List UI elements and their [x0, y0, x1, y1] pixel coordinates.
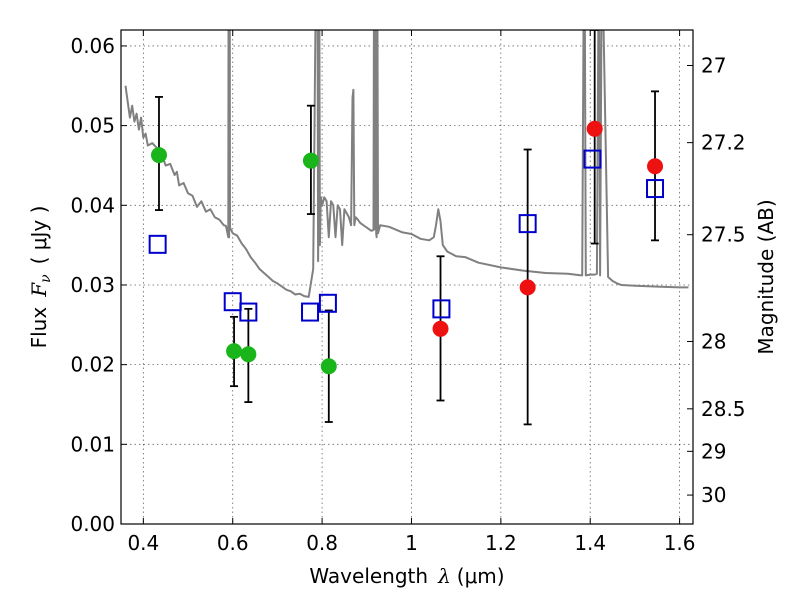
- template-spectrum-layer: [124, 30, 689, 298]
- model-square-blue: [301, 302, 320, 322]
- model-square-blue: [223, 292, 242, 312]
- y-tick-label: 0.00: [70, 512, 115, 536]
- y-axis-label-text: Flux: [27, 307, 51, 349]
- y-tick-label: 0.03: [70, 273, 115, 297]
- x-tick-label: 0.6: [217, 531, 249, 555]
- data-point-green: [240, 346, 257, 363]
- x-axis-label-unit: (μm): [457, 564, 505, 588]
- y-axis-label-subscript: ν: [38, 274, 54, 283]
- y-tick-label: 0.05: [70, 114, 115, 138]
- data-point-green: [302, 152, 319, 169]
- mag-tick-label: 27: [701, 54, 726, 78]
- data-point-red: [586, 120, 603, 137]
- model-square-blue: [583, 149, 602, 169]
- mag-tick-label: 30: [701, 483, 726, 507]
- plot-frame: [120, 29, 694, 525]
- y-tick-label: 0.04: [70, 193, 115, 217]
- y-tick-label: 0.01: [70, 432, 115, 456]
- x-tick-label: 0.4: [127, 531, 159, 555]
- x-axis-label: Wavelength λ (μm): [309, 564, 504, 588]
- mag-tick-label: 28.5: [701, 397, 746, 421]
- model-square-blue: [646, 179, 665, 199]
- x-tick-label: 1.2: [485, 531, 517, 555]
- x-tick-label: 1.6: [664, 531, 696, 555]
- mag-tick-label: 29: [701, 439, 726, 463]
- data-point-green: [226, 343, 243, 360]
- axis-ticks: 0.4 0.6 0.8 1 1.2 1.4 1.6 0.00 0.01 0.02 0.03 0.04 0…: [70, 30, 746, 555]
- data-point-green: [320, 358, 337, 375]
- x-tick-label: 1.4: [574, 531, 606, 555]
- y-tick-label: 0.06: [70, 34, 115, 58]
- data-point-green: [150, 147, 167, 164]
- mag-tick-label: 28: [701, 329, 726, 353]
- mag-tick-label: 27.2: [701, 131, 746, 155]
- model-square-blue: [518, 214, 537, 234]
- y-tick-label: 0.02: [70, 353, 115, 377]
- model-square-blue: [239, 302, 258, 322]
- model-square-blue: [432, 299, 451, 319]
- x-axis-label-text: Wavelength: [309, 564, 428, 588]
- x-tick-label: 0.8: [306, 531, 338, 555]
- data-point-red: [519, 279, 536, 296]
- mag-tick-label: 27.5: [701, 223, 746, 247]
- marker-layer: [148, 120, 665, 375]
- y2-axis-label: Magnitude (AB): [754, 199, 778, 354]
- y-axis-label-unit: ( μJy ): [27, 206, 51, 265]
- data-point-red: [432, 320, 449, 337]
- x-tick-label: 1: [405, 531, 418, 555]
- y-axis-label-symbol: F: [27, 282, 51, 298]
- model-square-blue: [148, 234, 167, 254]
- y-axis-label: Flux Fν ( μJy ): [27, 206, 54, 349]
- template-spectrum-line: [124, 30, 689, 298]
- model-square-blue: [318, 293, 337, 313]
- data-point-red: [647, 158, 664, 175]
- x-axis-label-symbol: λ: [437, 564, 451, 588]
